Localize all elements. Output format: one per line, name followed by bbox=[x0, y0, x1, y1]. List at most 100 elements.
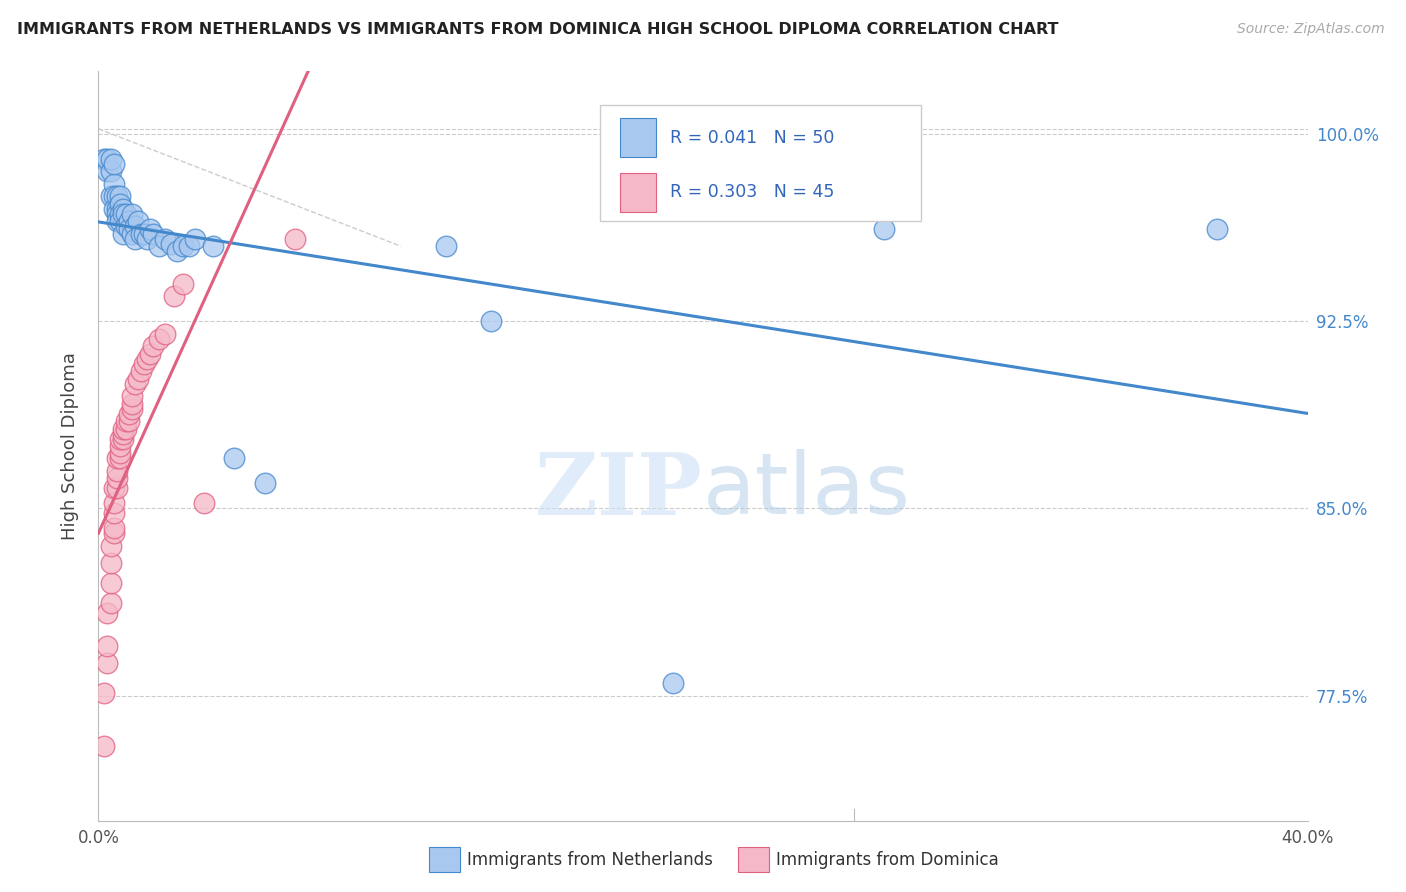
Point bbox=[132, 227, 155, 241]
Text: Source: ZipAtlas.com: Source: ZipAtlas.com bbox=[1237, 22, 1385, 37]
Point bbox=[139, 346, 162, 360]
FancyBboxPatch shape bbox=[620, 173, 655, 212]
Point bbox=[103, 202, 125, 216]
Point bbox=[661, 676, 683, 690]
Point bbox=[193, 496, 215, 510]
Point bbox=[253, 476, 276, 491]
Point bbox=[108, 207, 131, 221]
Point bbox=[96, 164, 118, 178]
Point bbox=[111, 227, 134, 241]
Point bbox=[148, 239, 170, 253]
Point bbox=[108, 214, 131, 228]
Point bbox=[111, 207, 134, 221]
Point bbox=[124, 219, 146, 234]
Point bbox=[105, 214, 128, 228]
Text: ZIP: ZIP bbox=[536, 449, 703, 533]
Point bbox=[108, 432, 131, 446]
Point bbox=[105, 482, 128, 496]
Point bbox=[481, 314, 503, 328]
Point bbox=[114, 421, 136, 435]
Point bbox=[105, 189, 128, 203]
Point bbox=[139, 221, 162, 235]
Point bbox=[96, 657, 118, 671]
Point bbox=[111, 421, 134, 435]
Point bbox=[129, 227, 152, 241]
Point bbox=[111, 202, 134, 216]
Point bbox=[103, 482, 125, 496]
Point bbox=[100, 164, 122, 178]
Point bbox=[96, 607, 118, 621]
Point bbox=[284, 232, 307, 246]
Point bbox=[93, 739, 115, 753]
Point bbox=[96, 152, 118, 166]
Point bbox=[202, 239, 225, 253]
Point bbox=[93, 152, 115, 166]
Point bbox=[121, 401, 143, 416]
Point bbox=[100, 557, 122, 571]
Point bbox=[1206, 221, 1229, 235]
Point bbox=[103, 189, 125, 203]
Text: atlas: atlas bbox=[703, 450, 911, 533]
Point bbox=[124, 232, 146, 246]
Point bbox=[100, 152, 122, 166]
Point bbox=[142, 227, 165, 241]
Point bbox=[103, 177, 125, 191]
FancyBboxPatch shape bbox=[620, 119, 655, 157]
Point bbox=[127, 371, 149, 385]
Point bbox=[103, 526, 125, 541]
Point bbox=[103, 496, 125, 510]
Point bbox=[121, 207, 143, 221]
Point bbox=[93, 686, 115, 700]
Point bbox=[121, 389, 143, 403]
Point bbox=[163, 289, 186, 303]
Text: R = 0.041   N = 50: R = 0.041 N = 50 bbox=[671, 128, 835, 147]
Point bbox=[103, 507, 125, 521]
Point bbox=[172, 277, 194, 291]
Point bbox=[111, 432, 134, 446]
Text: Immigrants from Dominica: Immigrants from Dominica bbox=[776, 851, 998, 869]
Point bbox=[434, 239, 457, 253]
Point bbox=[118, 407, 141, 421]
Point bbox=[160, 236, 183, 251]
FancyBboxPatch shape bbox=[600, 105, 921, 221]
Point bbox=[142, 339, 165, 353]
Point bbox=[118, 414, 141, 428]
Point bbox=[108, 451, 131, 466]
Point bbox=[103, 521, 125, 535]
Point bbox=[132, 357, 155, 371]
Point bbox=[114, 207, 136, 221]
Point bbox=[105, 207, 128, 221]
Point bbox=[100, 576, 122, 591]
Point bbox=[103, 157, 125, 171]
Point bbox=[166, 244, 188, 259]
Point bbox=[148, 332, 170, 346]
Point bbox=[135, 351, 157, 366]
Point bbox=[108, 189, 131, 203]
Point bbox=[153, 232, 176, 246]
Point bbox=[100, 596, 122, 610]
Point bbox=[114, 219, 136, 234]
Point bbox=[153, 326, 176, 341]
Point bbox=[108, 439, 131, 453]
Point bbox=[121, 396, 143, 410]
Point bbox=[108, 446, 131, 460]
Point bbox=[105, 451, 128, 466]
Point bbox=[105, 464, 128, 478]
Point bbox=[105, 471, 128, 485]
Point bbox=[224, 451, 246, 466]
Point bbox=[118, 214, 141, 228]
Text: Immigrants from Netherlands: Immigrants from Netherlands bbox=[467, 851, 713, 869]
Point bbox=[179, 239, 201, 253]
Point bbox=[100, 539, 122, 553]
Point bbox=[124, 376, 146, 391]
Point bbox=[127, 214, 149, 228]
Point bbox=[108, 196, 131, 211]
Point bbox=[114, 414, 136, 428]
Text: IMMIGRANTS FROM NETHERLANDS VS IMMIGRANTS FROM DOMINICA HIGH SCHOOL DIPLOMA CORR: IMMIGRANTS FROM NETHERLANDS VS IMMIGRANT… bbox=[17, 22, 1059, 37]
Point bbox=[105, 202, 128, 216]
Point bbox=[135, 232, 157, 246]
Point bbox=[111, 426, 134, 441]
Point bbox=[100, 189, 122, 203]
Point bbox=[873, 221, 896, 235]
Point bbox=[118, 221, 141, 235]
